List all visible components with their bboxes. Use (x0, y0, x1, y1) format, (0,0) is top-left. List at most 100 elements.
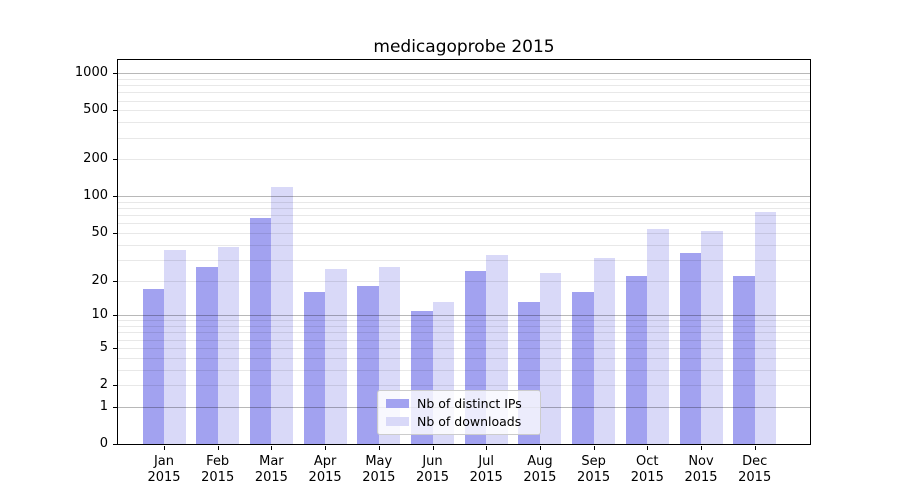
bar-distinct-ips-mar (249, 218, 272, 444)
y-tick-1000 (113, 73, 117, 75)
minor-gridline-90 (118, 201, 810, 203)
minor-gridline-2 (118, 385, 810, 387)
x-axis-label-jul: Jul 2015 (469, 454, 503, 485)
bar-distinct-ips-nov (679, 253, 701, 444)
minor-gridline-20 (118, 280, 810, 282)
x-axis-label-jan: Jan 2015 (147, 454, 181, 485)
legend-swatch-distinct-ips (386, 399, 409, 408)
y-tick-100 (113, 196, 117, 198)
bar-downloads-oct (647, 228, 669, 444)
bar-distinct-ips-jan (142, 288, 164, 444)
y-tick-500 (113, 110, 117, 112)
minor-gridline-900 (118, 78, 810, 80)
minor-gridline-80 (118, 208, 810, 210)
x-tick-jun (432, 446, 434, 450)
x-axis-label-nov: Nov 2015 (684, 454, 718, 485)
bar-downloads-feb (217, 247, 240, 444)
x-axis-label-dec: Dec 2015 (738, 454, 772, 485)
x-tick-sep (593, 446, 595, 450)
bar-distinct-ips-may (357, 285, 379, 444)
minor-gridline-50 (118, 232, 810, 234)
x-tick-feb (217, 446, 219, 450)
x-tick-oct (647, 446, 649, 450)
plot-area: Nb of distinct IPs Nb of downloads (113, 59, 811, 450)
y-tick-1 (113, 406, 117, 408)
minor-gridline-60 (118, 223, 810, 225)
minor-gridline-700 (118, 92, 810, 94)
x-tick-nov (701, 446, 702, 450)
minor-gridline-4 (118, 357, 810, 359)
chart-title: medicagoprobe 2015 (373, 37, 555, 57)
minor-gridline-40 (118, 244, 810, 246)
minor-gridline-30 (118, 259, 810, 261)
legend-label-downloads: Nb of downloads (417, 414, 522, 429)
x-tick-may (378, 446, 380, 450)
x-tick-dec (754, 446, 756, 450)
y-axis-label-0: 0 (99, 436, 108, 451)
legend-label-distinct-ips: Nb of distinct IPs (417, 396, 522, 411)
y-axis-label-1: 1 (99, 398, 108, 414)
bar-downloads-aug (539, 273, 562, 444)
y-axis-label-1000: 1000 (74, 65, 108, 81)
y-axis-label-10: 10 (91, 307, 108, 323)
y-tick-20 (113, 280, 117, 282)
minor-gridline-8 (118, 326, 810, 328)
minor-gridline-200 (118, 159, 810, 161)
minor-gridline-500 (118, 110, 810, 112)
minor-gridline-6 (118, 339, 810, 341)
x-axis-label-mar: Mar 2015 (254, 454, 288, 485)
x-axis-label-feb: Feb 2015 (201, 454, 235, 485)
bar-downloads-jan (164, 250, 186, 444)
legend-swatch-downloads (386, 417, 409, 426)
bar-distinct-ips-sep (572, 291, 594, 444)
minor-gridline-300 (118, 137, 810, 139)
y-axis-label-500: 500 (83, 102, 108, 118)
y-axis-label-20: 20 (91, 272, 108, 288)
y-tick-0 (113, 444, 117, 445)
legend-item-downloads: Nb of downloads (386, 414, 532, 429)
y-axis-label-50: 50 (91, 224, 108, 240)
y-tick-50 (113, 232, 117, 234)
bar-distinct-ips-apr (303, 291, 326, 444)
bar-distinct-ips-feb (196, 267, 218, 444)
x-axis-label-oct: Oct 2015 (630, 454, 664, 485)
x-axis-label-sep: Sep 2015 (577, 454, 611, 485)
bar-downloads-apr (325, 269, 347, 444)
minor-gridline-70 (118, 215, 810, 217)
bar-distinct-ips-dec (733, 275, 755, 444)
major-gridline-1000 (118, 73, 810, 75)
legend-item-distinct-ips: Nb of distinct IPs (386, 396, 532, 411)
x-axis-label-may: May 2015 (362, 454, 396, 485)
x-tick-apr (325, 446, 327, 450)
y-tick-5 (113, 347, 117, 349)
y-tick-200 (113, 159, 117, 161)
y-axis-label-5: 5 (99, 339, 108, 355)
major-gridline-10 (118, 315, 810, 317)
bar-downloads-dec (754, 211, 777, 444)
x-tick-aug (539, 446, 541, 450)
x-tick-jan (164, 446, 165, 450)
x-tick-jul (486, 446, 488, 450)
bar-downloads-mar (271, 186, 293, 444)
y-axis-label-200: 200 (83, 151, 108, 167)
bar-downloads-nov (701, 230, 723, 444)
minor-gridline-400 (118, 122, 810, 124)
minor-gridline-600 (118, 100, 810, 102)
minor-gridline-9 (118, 320, 810, 322)
y-tick-2 (113, 385, 117, 387)
y-tick-10 (113, 315, 117, 317)
x-tick-mar (271, 446, 273, 450)
x-axis-label-aug: Aug 2015 (523, 454, 557, 485)
bar-distinct-ips-oct (625, 275, 648, 444)
minor-gridline-7 (118, 332, 810, 334)
y-axis-label-100: 100 (83, 188, 108, 204)
bar-downloads-sep (593, 258, 616, 444)
minor-gridline-5 (118, 347, 810, 349)
x-axis-label-jun: Jun 2015 (415, 454, 450, 485)
minor-gridline-800 (118, 85, 810, 87)
legend: Nb of distinct IPs Nb of downloads (377, 390, 541, 435)
major-gridline-100 (118, 196, 810, 198)
x-axis-label-apr: Apr 2015 (308, 454, 342, 485)
minor-gridline-3 (118, 369, 810, 371)
